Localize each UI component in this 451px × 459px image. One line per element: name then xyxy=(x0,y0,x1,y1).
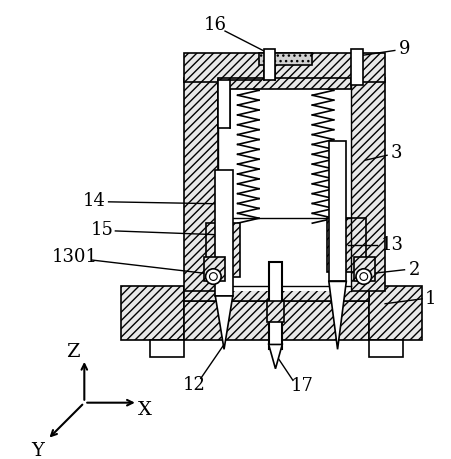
Bar xyxy=(215,170,233,296)
Polygon shape xyxy=(269,344,282,369)
Polygon shape xyxy=(215,296,233,349)
Text: 2: 2 xyxy=(409,261,420,279)
Circle shape xyxy=(206,269,221,284)
Bar xyxy=(150,340,184,357)
Text: 3: 3 xyxy=(391,144,402,162)
Bar xyxy=(327,218,366,272)
Text: 1301: 1301 xyxy=(51,248,97,266)
Text: 1: 1 xyxy=(425,290,437,308)
Bar xyxy=(264,49,276,79)
Bar xyxy=(259,53,313,65)
Bar xyxy=(276,301,368,340)
Bar xyxy=(368,286,422,340)
Bar xyxy=(218,78,351,89)
Text: X: X xyxy=(138,402,152,420)
Bar xyxy=(267,301,284,322)
Bar xyxy=(329,141,346,281)
Circle shape xyxy=(360,273,368,280)
Bar xyxy=(218,78,351,291)
Bar xyxy=(351,78,385,291)
Bar xyxy=(184,53,385,83)
Text: 17: 17 xyxy=(291,377,314,395)
Bar xyxy=(206,223,239,276)
Text: 12: 12 xyxy=(183,376,205,394)
Bar xyxy=(354,257,375,281)
Bar xyxy=(368,340,403,357)
Bar xyxy=(184,301,276,340)
Text: 9: 9 xyxy=(399,39,410,57)
Bar xyxy=(269,262,282,349)
Text: Z: Z xyxy=(66,343,79,361)
Circle shape xyxy=(356,269,372,284)
Bar xyxy=(204,257,225,281)
Text: 14: 14 xyxy=(83,192,106,210)
Bar xyxy=(121,286,184,340)
Bar xyxy=(218,79,230,128)
Text: 15: 15 xyxy=(90,221,113,239)
Bar xyxy=(184,78,218,291)
Bar xyxy=(184,286,368,301)
Circle shape xyxy=(210,273,217,280)
Polygon shape xyxy=(329,281,346,349)
Text: Y: Y xyxy=(31,442,44,459)
Bar xyxy=(351,49,363,85)
Text: 13: 13 xyxy=(380,235,403,253)
Text: 16: 16 xyxy=(204,16,227,34)
